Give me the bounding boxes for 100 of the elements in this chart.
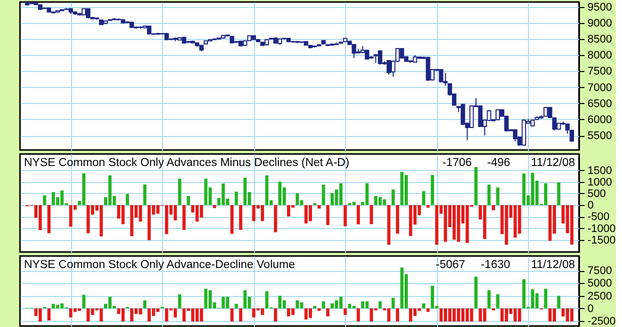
bar xyxy=(487,184,491,206)
bar xyxy=(200,205,204,218)
bar xyxy=(318,205,321,209)
bar xyxy=(392,190,395,206)
bar xyxy=(100,308,103,322)
bar xyxy=(178,178,182,206)
bar xyxy=(500,308,504,322)
bar xyxy=(138,205,142,222)
bar xyxy=(282,300,286,308)
bar xyxy=(252,205,256,222)
bar xyxy=(234,304,238,308)
bar xyxy=(174,308,177,318)
candlestick xyxy=(386,60,392,75)
bar xyxy=(378,301,382,308)
bar xyxy=(121,308,125,322)
annotation: -496 xyxy=(487,157,510,169)
bar xyxy=(60,303,64,308)
y-tick-label: 5500 xyxy=(588,130,612,142)
bar xyxy=(222,296,225,308)
annotation: -1706 xyxy=(442,157,472,169)
bar xyxy=(444,205,448,242)
bar xyxy=(308,308,312,318)
bar xyxy=(47,308,51,320)
bar xyxy=(308,205,312,222)
bar xyxy=(230,308,234,322)
bar xyxy=(322,184,326,206)
bar xyxy=(557,182,560,206)
bar xyxy=(86,205,90,234)
bar xyxy=(212,205,216,208)
bar xyxy=(330,303,334,308)
bar xyxy=(239,205,242,230)
bar xyxy=(570,308,574,322)
bar xyxy=(392,298,395,308)
bar xyxy=(260,205,264,222)
bar xyxy=(304,205,308,224)
bar xyxy=(322,301,326,308)
bar xyxy=(182,205,186,230)
annotation: -5067 xyxy=(436,259,466,271)
bar xyxy=(38,205,42,230)
bar xyxy=(535,293,539,308)
bar xyxy=(365,301,369,308)
bar xyxy=(230,205,234,234)
y-tick-label: 7500 xyxy=(588,66,612,78)
bar xyxy=(518,308,522,322)
bar xyxy=(466,205,469,243)
bar xyxy=(252,308,256,318)
chart-title: NYSE Common Stock Only Advances Minus Declines (Net A-D) xyxy=(24,157,350,169)
bar xyxy=(404,174,408,206)
bar xyxy=(143,184,146,206)
y-tick-label: 7000 xyxy=(588,82,612,94)
annotation: -1630 xyxy=(480,259,510,271)
bar xyxy=(86,308,90,322)
bar xyxy=(108,175,112,206)
y-tick-label: 1500 xyxy=(588,164,612,177)
candlestick xyxy=(352,44,356,58)
bar xyxy=(60,190,64,206)
bar xyxy=(339,296,342,308)
bar xyxy=(313,306,316,308)
bar xyxy=(130,308,134,322)
bar xyxy=(474,276,478,308)
bar xyxy=(435,205,438,245)
candlestick xyxy=(438,68,444,83)
annotation: 11/12/08 xyxy=(531,259,575,271)
bar xyxy=(78,308,82,311)
bar xyxy=(492,205,495,210)
bar xyxy=(552,308,556,322)
y-tick-label: 8000 xyxy=(588,50,612,62)
bar xyxy=(426,308,430,312)
bar xyxy=(100,205,103,236)
y-tick-label: 0 xyxy=(588,200,594,212)
y-tick-label: 0 xyxy=(588,302,594,315)
bar xyxy=(43,195,46,206)
y-tick-label: 6000 xyxy=(588,114,612,126)
bar xyxy=(518,205,522,234)
bar xyxy=(82,173,86,206)
bar xyxy=(356,205,360,224)
bar xyxy=(326,308,330,316)
candlestick xyxy=(478,105,483,128)
bar xyxy=(426,205,430,208)
bar xyxy=(174,205,177,220)
bar xyxy=(69,308,72,318)
y-tick-label: -500 xyxy=(588,211,610,224)
bar xyxy=(126,194,129,206)
bar xyxy=(352,306,356,308)
y-tick-label: -1500 xyxy=(588,234,616,246)
bar xyxy=(504,205,508,245)
bar xyxy=(557,296,560,308)
bar xyxy=(370,205,373,224)
y-tick-label: -1000 xyxy=(588,222,616,235)
annotation: 11/12/08 xyxy=(531,157,575,169)
bar xyxy=(287,308,290,316)
bar xyxy=(504,308,508,322)
bar xyxy=(143,300,146,308)
chart-title: NYSE Common Stock Only Advance-Decline Volume xyxy=(24,259,296,271)
y-tick-label: 2500 xyxy=(588,290,612,302)
bar xyxy=(274,205,278,232)
bar xyxy=(430,174,434,206)
bar xyxy=(456,308,460,322)
bar xyxy=(374,196,378,206)
bar xyxy=(440,308,443,322)
